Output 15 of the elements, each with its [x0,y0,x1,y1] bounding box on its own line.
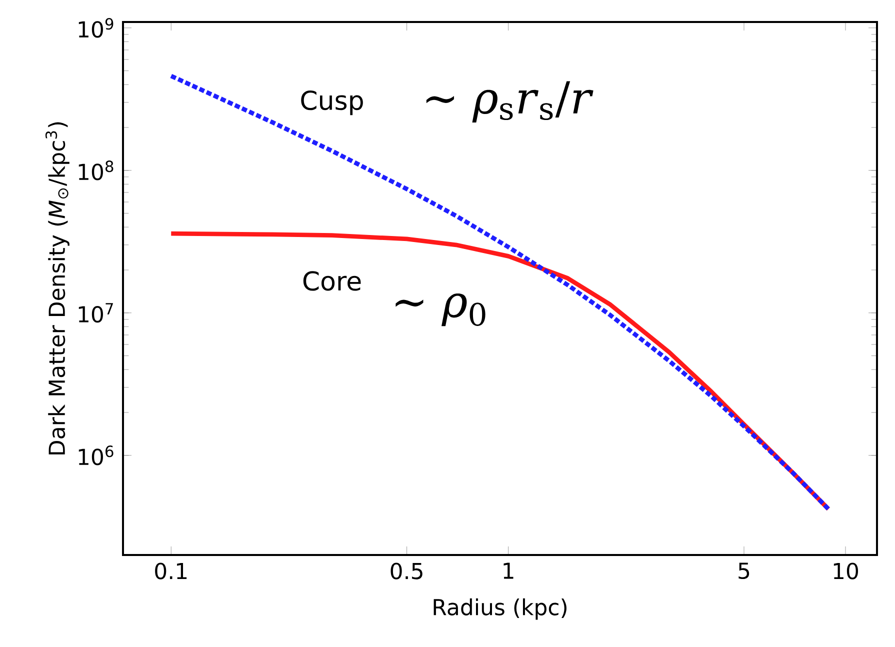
y-axis-title: Dark Matter Density (M$_{⊙}$/kpc$^{3}$) [45,122,70,454]
y-tick-label: 10$^{6}$ [78,446,114,466]
series-label: Core [303,271,361,291]
y-tick-label: 10$^{7}$ [78,303,113,323]
x-tick-label: 0.1 [155,562,187,580]
series-label: Cusp [301,90,363,116]
x-axis-title: Radius (kpc) [434,598,566,620]
x-tick-label: 5 [738,562,750,580]
y-tick-label: 10$^{9}$ [78,18,114,38]
x-tick-label: 1 [504,562,514,579]
annotation: ∼ ρ$_{0}$ [396,293,486,326]
x-tick-label: 0.5 [390,562,422,580]
x-tick-label: 10 [834,562,858,580]
y-tick-label: 10$^{8}$ [78,160,114,180]
annotation: ∼ ρ$_{s}$r$_{s}$/r [426,81,594,123]
